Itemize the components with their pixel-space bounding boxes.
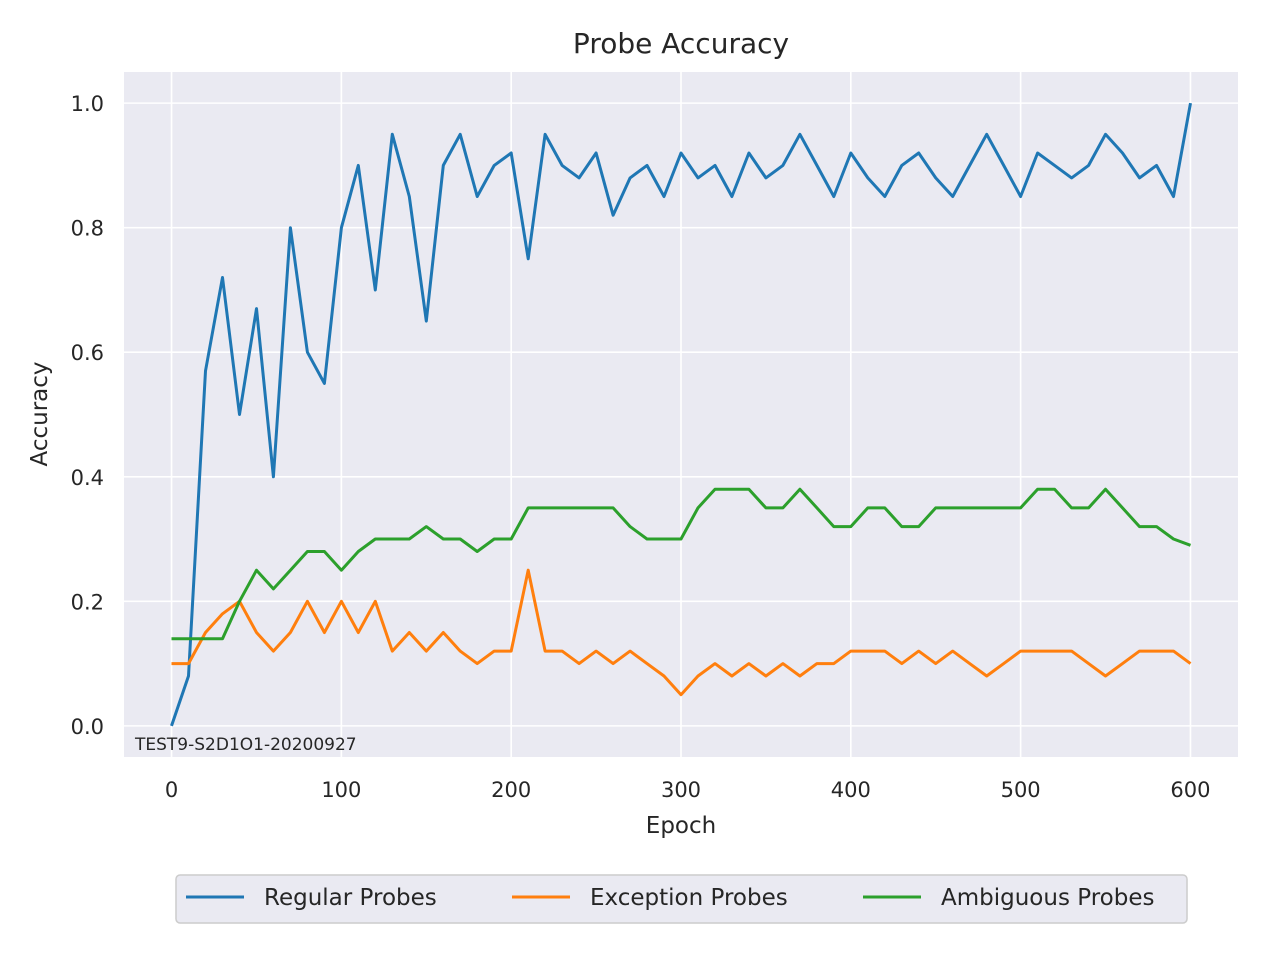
y-tick-label: 0.0 (71, 715, 104, 739)
x-tick-label: 200 (491, 778, 531, 802)
series-exception-probes (171, 568, 1192, 697)
legend-label-ambiguous: Ambiguous Probes (941, 885, 1154, 911)
y-tick-label: 1.0 (71, 92, 104, 116)
x-tick-label: 100 (321, 778, 361, 802)
grid-lines (124, 72, 1238, 757)
x-axis-label: Epoch (646, 813, 716, 839)
chart-title: Probe Accuracy (573, 27, 789, 60)
series-regular-probes (170, 102, 1192, 727)
legend-label-exception: Exception Probes (590, 885, 788, 911)
legend: Regular Probes Exception Probes Ambiguou… (175, 874, 1188, 924)
x-tick-label: 0 (165, 778, 178, 802)
legend-label-regular: Regular Probes (264, 885, 437, 911)
series-lines (170, 102, 1192, 727)
legend-box (175, 874, 1188, 924)
y-tick-label: 0.4 (71, 466, 104, 490)
y-tick-label: 0.8 (71, 217, 104, 241)
series-ambiguous-probes (171, 487, 1192, 641)
run-annotation: TEST9-S2D1O1-20200927 (134, 735, 357, 755)
x-tick-label: 500 (1001, 778, 1041, 802)
x-tick-label: 600 (1170, 778, 1210, 802)
x-tick-label: 300 (661, 778, 701, 802)
y-tick-label: 0.2 (71, 590, 104, 614)
y-axis-label: Accuracy (27, 361, 53, 466)
y-tick-label: 0.6 (71, 341, 104, 365)
x-tick-label: 400 (831, 778, 871, 802)
x-tick-labels: 0 100 200 300 400 500 600 (165, 778, 1211, 802)
y-tick-labels: 0.0 0.2 0.4 0.6 0.8 1.0 (71, 92, 104, 739)
